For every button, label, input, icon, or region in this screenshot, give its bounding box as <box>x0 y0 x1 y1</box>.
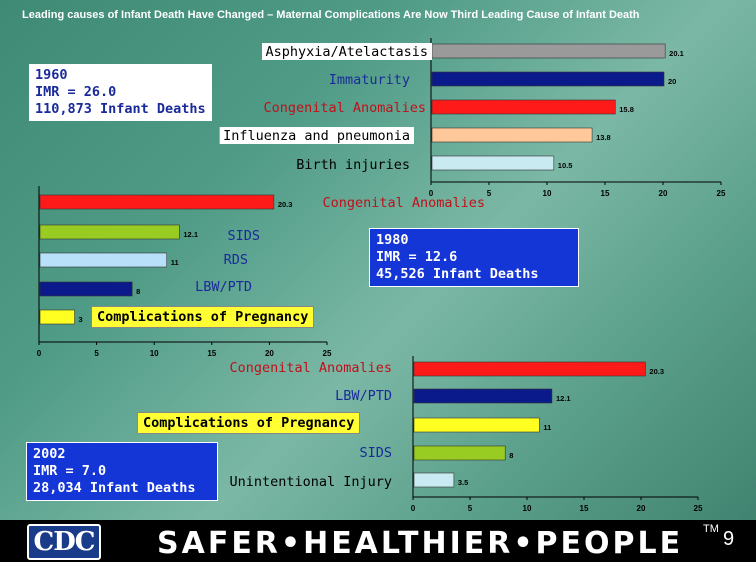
category-label: Influenza and pneumonia <box>223 128 410 144</box>
year-box-1980: 1980 IMR = 12.6 45,526 Infant Deaths <box>369 228 579 287</box>
x-tick-label: 0 <box>37 349 42 358</box>
x-tick-label: 5 <box>94 349 99 358</box>
x-tick-label: 15 <box>601 189 610 198</box>
category-label-background <box>219 127 414 144</box>
bar <box>431 71 665 87</box>
slide-number: 9 <box>723 528 735 550</box>
category-label: Congenital Anomalies <box>229 360 392 376</box>
year-box-imr: IMR = 7.0 <box>33 463 107 479</box>
category-label-highlighted: Complications of Pregnancy <box>91 306 315 328</box>
data-label: 20 <box>668 77 676 86</box>
x-tick-label: 20 <box>659 189 668 198</box>
x-tick-label: 15 <box>207 349 216 358</box>
bar <box>39 309 75 325</box>
data-label: 13.8 <box>596 133 611 142</box>
bar <box>431 99 616 115</box>
category-label: RDS <box>224 252 248 268</box>
data-label: 11 <box>543 423 551 432</box>
data-label: 12.1 <box>183 230 198 239</box>
x-tick-label: 25 <box>717 189 726 198</box>
year-box-year: 1980 <box>376 232 409 248</box>
year-box-deaths: 45,526 Infant Deaths <box>376 266 539 282</box>
data-label: 11 <box>171 258 179 267</box>
x-tick-label: 0 <box>429 189 434 198</box>
category-label: Immaturity <box>329 72 410 88</box>
x-tick-label: 10 <box>150 349 159 358</box>
year-box-year: 1960 <box>35 67 68 83</box>
data-label: 3 <box>79 315 83 324</box>
bar <box>413 472 455 488</box>
data-label: 10.5 <box>558 161 573 170</box>
charts-canvas: 0 5 10 15 20 25 20.1 20 15.8 13.8 10.5 Asphyxia/Ate… <box>37 38 726 513</box>
trademark-mark: TM <box>703 523 719 535</box>
bar <box>39 281 133 297</box>
year-box-deaths: 110,873 Infant Deaths <box>35 101 206 117</box>
x-tick-label: 20 <box>265 349 274 358</box>
data-label: 20.3 <box>649 367 664 376</box>
year-box-2002: 2002 IMR = 7.0 28,034 Infant Deaths <box>26 442 218 501</box>
category-label: Unintentional Injury <box>229 474 392 490</box>
x-tick-label: 20 <box>637 504 646 513</box>
x-tick-label: 5 <box>468 504 473 513</box>
x-tick-label: 10 <box>543 189 552 198</box>
year-box-1960: 1960 IMR = 26.0 110,873 Infant Deaths <box>29 64 212 121</box>
category-label: Congenital Anomalies <box>322 195 485 211</box>
year-box-imr: IMR = 12.6 <box>376 249 458 265</box>
x-tick-label: 15 <box>580 504 589 513</box>
category-label: Asphyxia/Atelactasis <box>265 44 428 60</box>
cdc-logo: CDC <box>27 524 101 560</box>
bar <box>431 155 555 171</box>
bar <box>39 252 168 268</box>
slide-title: Leading causes of Infant Death Have Chan… <box>22 9 640 21</box>
category-label-highlighted: Complications of Pregnancy <box>137 412 361 434</box>
bar <box>431 127 593 143</box>
x-tick-label: 25 <box>694 504 703 513</box>
category-label: LBW/PTD <box>195 279 252 295</box>
year-box-imr: IMR = 26.0 <box>35 84 117 100</box>
x-tick-label: 10 <box>523 504 532 513</box>
bar <box>413 445 506 461</box>
footer-bar <box>0 520 756 562</box>
data-label: 20.1 <box>669 49 684 58</box>
bar <box>39 194 275 210</box>
category-label: SIDS <box>227 228 260 244</box>
category-label-background <box>262 43 432 60</box>
category-label: Congenital Anomalies <box>263 100 426 116</box>
category-label: Birth injuries <box>296 157 410 173</box>
data-label: 12.1 <box>556 394 571 403</box>
bar <box>413 417 540 433</box>
bar <box>39 224 180 240</box>
category-label: SIDS <box>359 445 392 461</box>
footer-tagline: SAFER•HEALTHIER•PEOPLE <box>157 526 684 561</box>
data-label: 8 <box>136 287 140 296</box>
year-box-year: 2002 <box>33 446 66 462</box>
x-tick-label: 5 <box>487 189 492 198</box>
data-label: 15.8 <box>619 105 634 114</box>
bar <box>431 43 666 59</box>
data-label: 20.3 <box>278 200 293 209</box>
data-label: 8 <box>509 451 513 460</box>
category-label: LBW/PTD <box>335 388 392 404</box>
data-label: 3.5 <box>458 478 468 487</box>
x-tick-label: 25 <box>323 349 332 358</box>
bar <box>413 388 553 404</box>
x-tick-label: 0 <box>411 504 416 513</box>
bar <box>413 361 646 377</box>
year-box-deaths: 28,034 Infant Deaths <box>33 480 196 496</box>
